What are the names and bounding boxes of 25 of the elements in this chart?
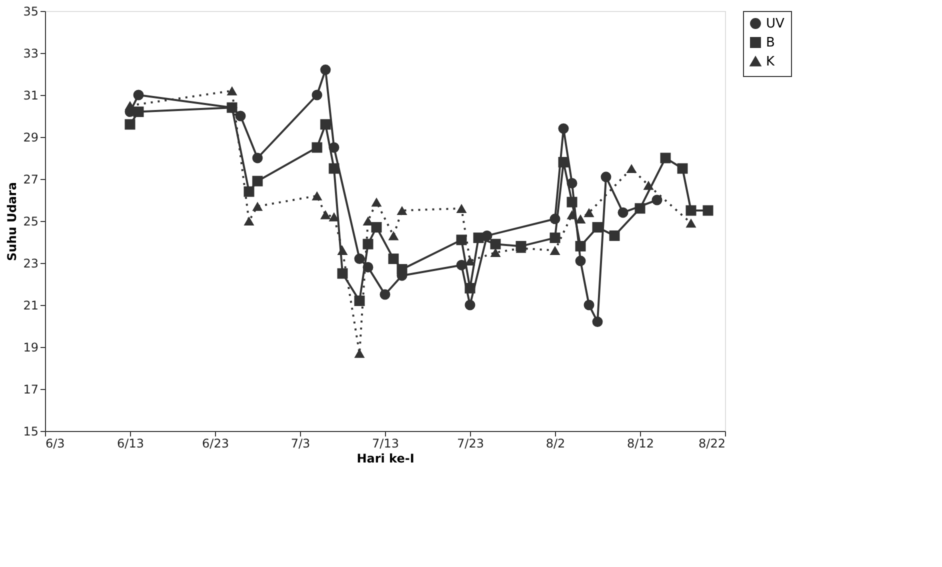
x-tick-label: 7/13 <box>372 436 399 450</box>
x-tick-label: 7/3 <box>290 436 310 450</box>
y-tick-label: 33 <box>23 46 38 60</box>
y-axis-title: Suhu Udara <box>5 182 20 261</box>
legend-label: UV <box>766 16 785 32</box>
x-axis-title: Hari ke-I <box>356 452 414 466</box>
legend-label: K <box>766 54 775 70</box>
x-tick-label: 8/22 <box>698 436 726 450</box>
y-tick-label: 23 <box>23 256 38 270</box>
legend-label: B <box>766 36 775 50</box>
x-tick-label: 8/12 <box>627 436 654 450</box>
y-tick-label: 31 <box>23 88 38 102</box>
y-tick-label: 29 <box>23 130 38 144</box>
y-tick-label: 15 <box>23 424 38 438</box>
y-tick-label: 17 <box>23 382 38 396</box>
y-tick-label: 25 <box>23 214 38 228</box>
y-tick-label: 21 <box>23 298 38 312</box>
y-tick-label: 27 <box>23 172 38 186</box>
x-tick-label: 7/23 <box>457 436 484 450</box>
x-tick-label: 6/3 <box>46 436 65 450</box>
y-tick-label: 19 <box>23 340 38 354</box>
x-tick-label: 6/13 <box>117 436 144 450</box>
x-tick-label: 8/2 <box>546 436 566 450</box>
y-tick-label: 35 <box>23 4 38 18</box>
x-tick-label: 6/23 <box>202 436 229 450</box>
